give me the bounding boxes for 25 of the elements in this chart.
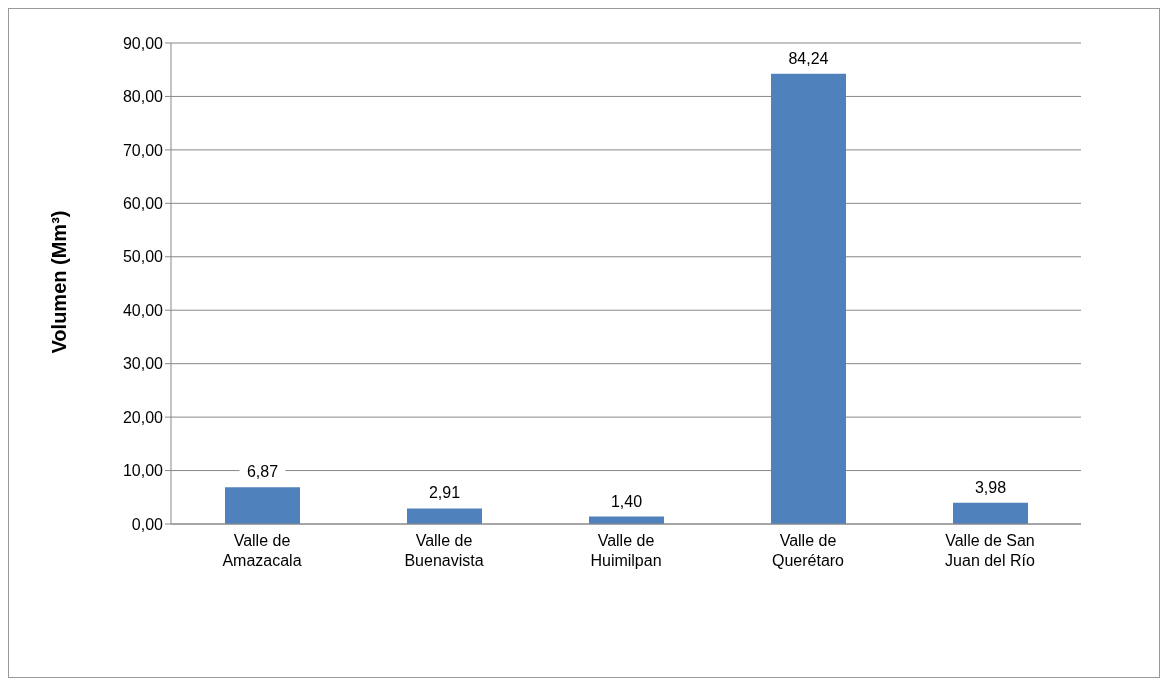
y-tick-label: 70,00	[122, 141, 164, 159]
data-label: 6,87	[246, 463, 279, 481]
x-tick-label: Valle de Huimilpan	[590, 532, 662, 569]
x-tick-label: Valle de Querétaro	[771, 532, 845, 569]
y-tick-label: 60,00	[122, 195, 164, 213]
bar	[225, 487, 300, 524]
data-label: 84,24	[788, 49, 829, 67]
y-tick-label: 90,00	[122, 34, 164, 52]
bar	[407, 508, 482, 524]
data-label: 1,40	[610, 492, 643, 510]
x-tick-label: Valle de San Juan del Río	[945, 532, 1036, 569]
y-tick-label: 40,00	[122, 301, 164, 319]
y-tick-label: 0,00	[131, 515, 164, 533]
y-tick-label: 50,00	[122, 248, 164, 266]
bar	[771, 73, 846, 524]
y-tick-label: 10,00	[122, 462, 164, 480]
x-tick-label: Valle de Buenavista	[404, 532, 484, 569]
y-axis-title: Volumen (Mm³)	[48, 210, 71, 354]
bar	[953, 502, 1028, 524]
y-tick-label: 20,00	[122, 408, 164, 426]
x-tick-label: Valle de Amazacala	[222, 532, 302, 569]
data-label: 2,91	[428, 484, 461, 502]
y-tick-label: 30,00	[122, 355, 164, 373]
y-tick-label: 80,00	[122, 88, 164, 106]
data-label: 3,98	[974, 478, 1007, 496]
